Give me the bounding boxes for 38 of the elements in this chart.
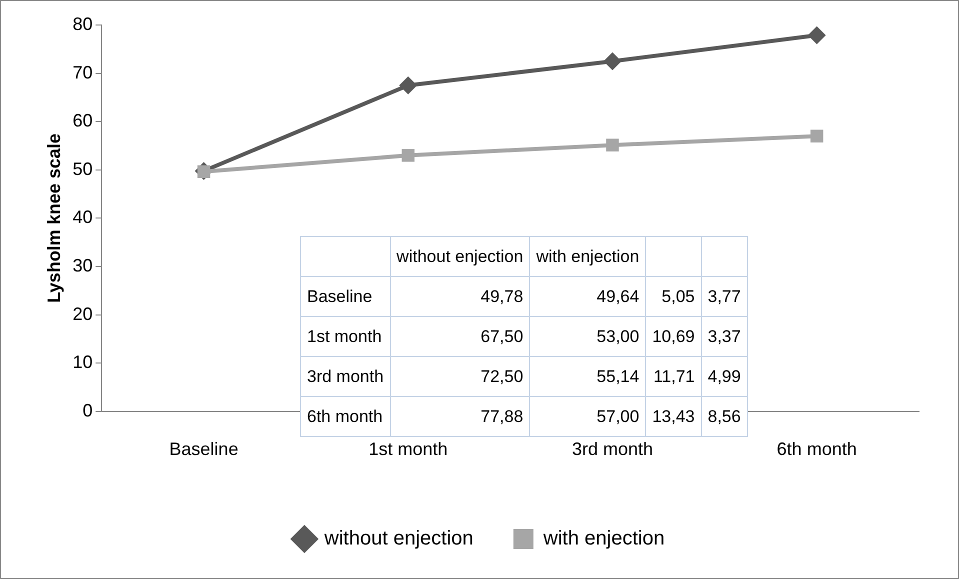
annotation: 3,77 [701,276,748,316]
annotation: 11,71 [646,356,702,396]
annotation: 8,56 [701,396,748,436]
text: without enjection [396,246,524,266]
category-label: Baseline [307,286,372,306]
annotation: 49,64 [530,276,646,316]
y-tick-label: 30 [72,255,93,276]
text: with enjection [536,246,640,266]
annotation: 4,99 [701,356,748,396]
annotation: 55,14 [530,356,646,396]
annotation: 57,00 [530,396,646,436]
category-label: 3rd month [307,366,384,386]
category-label: 6th month [307,406,383,426]
annotation: 67,50 [390,316,530,356]
x-tick-label: Baseline [169,439,238,460]
annotation: 10,69 [646,316,702,356]
annotation: 53,00 [530,316,646,356]
annotation: 3,37 [701,316,748,356]
annotation: 49,78 [390,276,530,316]
y-tick-label: 70 [72,62,93,82]
annotation: 13,43 [646,396,702,436]
annotation: 5,05 [646,276,702,316]
x-tick-label: 6th month [776,439,857,460]
y-tick-label: 10 [72,352,93,372]
y-tick-label: 80 [72,14,93,34]
category-label: 1st month [307,326,382,346]
y-tick-label: 20 [72,304,93,324]
annotation: 77,88 [390,396,530,436]
legend-label: without enjection [323,528,474,550]
y-tick-label: 0 [82,400,93,420]
legend-label: with enjection [542,528,665,550]
y-tick-label: 60 [72,110,93,131]
y-tick-label: 50 [72,158,93,179]
x-tick-label: 3rd month [572,439,654,460]
annotation: 72,50 [390,356,530,396]
y-axis-title: Lysholm knee scale [44,133,64,303]
x-tick-label: 1st month [368,439,448,460]
y-tick-label: 40 [72,207,93,228]
